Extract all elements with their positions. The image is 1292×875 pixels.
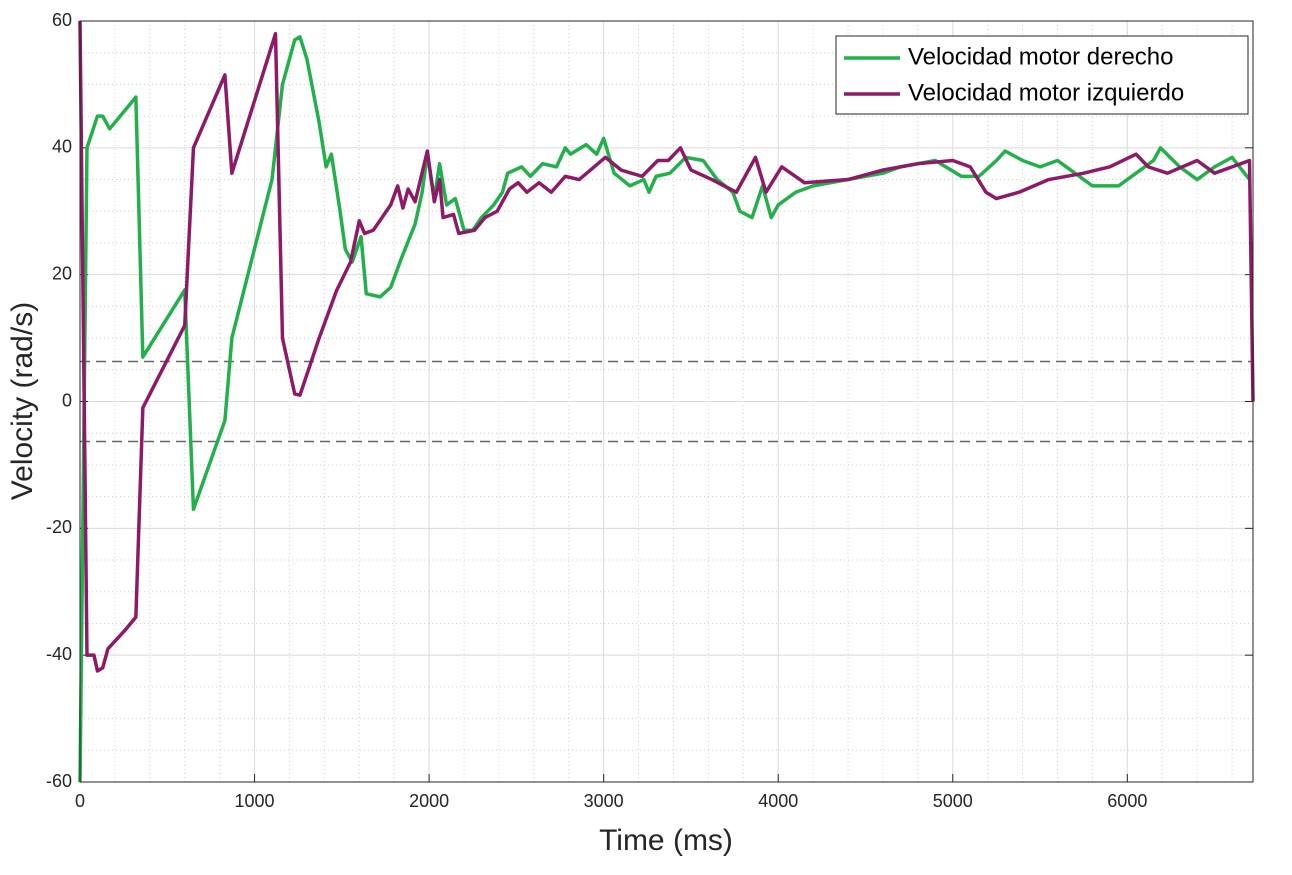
x-tick-label: 1000 [235,791,275,811]
x-tick-label: 6000 [1107,791,1147,811]
x-tick-label: 5000 [933,791,973,811]
legend: Velocidad motor derecho Velocidad motor i… [835,35,1249,115]
y-tick-label: 40 [52,137,72,157]
lines [78,20,1255,783]
y-tick-label: 0 [62,390,72,410]
legend-label: Velocidad motor derecho [908,43,1174,70]
y-axis-label: Velocity (rad/s) [6,302,39,500]
y-tick-label: -20 [46,517,72,537]
legend-label: Velocidad motor izquierdo [908,79,1184,106]
y-tick-label: -60 [46,771,72,791]
y-tick-label: 20 [52,263,72,283]
x-tick-label: 0 [75,791,85,811]
x-tick-label: 2000 [409,791,449,811]
plot-frame [79,20,1254,783]
legend-box [835,35,1249,115]
x-tick-label: 4000 [758,791,798,811]
data-line [78,20,1255,673]
x-tick-label: 3000 [584,791,624,811]
y-tick-label: -40 [46,644,72,664]
x-axis-label: Time (ms) [599,824,733,857]
data-line [78,35,1251,783]
y-tick-label: 60 [52,10,72,30]
